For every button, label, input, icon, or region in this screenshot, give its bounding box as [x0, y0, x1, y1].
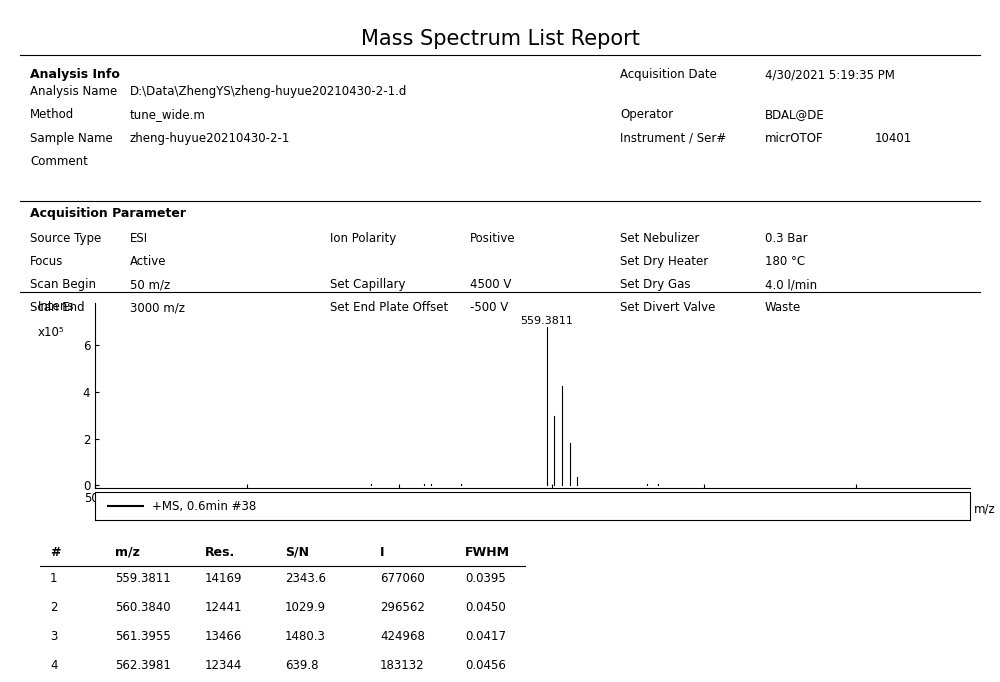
Text: Set Dry Heater: Set Dry Heater: [620, 255, 708, 268]
Text: 4.0 l/min: 4.0 l/min: [765, 278, 817, 291]
Text: D:\Data\ZhengYS\zheng-huyue20210430-2-1.d: D:\Data\ZhengYS\zheng-huyue20210430-2-1.…: [130, 85, 407, 98]
Text: Acquisition Date: Acquisition Date: [620, 68, 717, 81]
Text: S/N: S/N: [285, 546, 309, 559]
Text: 1: 1: [50, 572, 58, 584]
Text: -500 V: -500 V: [470, 301, 508, 314]
Text: 180 °C: 180 °C: [765, 255, 805, 268]
Text: 424968: 424968: [380, 630, 425, 643]
Text: Waste: Waste: [765, 301, 801, 314]
Text: Analysis Name: Analysis Name: [30, 85, 117, 98]
Text: Set Divert Valve: Set Divert Valve: [620, 301, 715, 314]
Text: Method: Method: [30, 108, 74, 121]
Text: 561.3955: 561.3955: [115, 630, 171, 643]
Text: 562.3981: 562.3981: [115, 659, 171, 672]
Text: x10⁵: x10⁵: [38, 325, 65, 338]
Text: 0.0417: 0.0417: [465, 630, 506, 643]
Text: Positive: Positive: [470, 232, 516, 245]
Text: Set Capillary: Set Capillary: [330, 278, 406, 291]
Text: Intens.: Intens.: [38, 300, 78, 313]
Text: 50 m/z: 50 m/z: [130, 278, 170, 291]
Text: Set End Plate Offset: Set End Plate Offset: [330, 301, 448, 314]
Text: 559.3811: 559.3811: [520, 316, 573, 325]
Text: ESI: ESI: [130, 232, 148, 245]
Text: Analysis Info: Analysis Info: [30, 68, 120, 81]
Text: #: #: [50, 546, 60, 559]
Text: 0.0456: 0.0456: [465, 659, 506, 672]
Text: 1480.3: 1480.3: [285, 630, 326, 643]
Text: 677060: 677060: [380, 572, 425, 584]
Text: micrOTOF: micrOTOF: [765, 132, 824, 145]
Text: 296562: 296562: [380, 601, 425, 614]
Text: Scan Begin: Scan Begin: [30, 278, 96, 291]
Text: 0.0395: 0.0395: [465, 572, 506, 584]
Text: Scan End: Scan End: [30, 301, 85, 314]
Text: Focus: Focus: [30, 255, 63, 268]
Text: Ion Polarity: Ion Polarity: [330, 232, 396, 245]
Text: 4/30/2021 5:19:35 PM: 4/30/2021 5:19:35 PM: [765, 68, 895, 81]
Text: Sample Name: Sample Name: [30, 132, 113, 145]
Text: 560.3840: 560.3840: [115, 601, 171, 614]
Text: 183132: 183132: [380, 659, 425, 672]
Text: 4500 V: 4500 V: [470, 278, 511, 291]
Text: Comment: Comment: [30, 155, 88, 168]
Text: Instrument / Ser#: Instrument / Ser#: [620, 132, 726, 145]
Text: 0.0450: 0.0450: [465, 601, 506, 614]
Text: 2: 2: [50, 601, 58, 614]
Text: 2343.6: 2343.6: [285, 572, 326, 584]
Text: Active: Active: [130, 255, 166, 268]
Text: I: I: [380, 546, 384, 559]
Text: Res.: Res.: [205, 546, 235, 559]
Text: 13466: 13466: [205, 630, 242, 643]
Text: 12344: 12344: [205, 659, 242, 672]
Text: BDAL@DE: BDAL@DE: [765, 108, 825, 121]
Text: FWHM: FWHM: [465, 546, 510, 559]
Text: 10401: 10401: [875, 132, 912, 145]
Text: Set Dry Gas: Set Dry Gas: [620, 278, 690, 291]
Text: Source Type: Source Type: [30, 232, 101, 245]
Text: 12441: 12441: [205, 601, 242, 614]
Text: +MS, 0.6min #38: +MS, 0.6min #38: [152, 499, 256, 513]
Text: Operator: Operator: [620, 108, 673, 121]
Text: 3: 3: [50, 630, 57, 643]
Text: zheng-huyue20210430-2-1: zheng-huyue20210430-2-1: [130, 132, 290, 145]
Text: Acquisition Parameter: Acquisition Parameter: [30, 207, 186, 220]
Text: m/z: m/z: [115, 546, 140, 559]
Text: 4: 4: [50, 659, 58, 672]
Text: 559.3811: 559.3811: [115, 572, 171, 584]
Text: 14169: 14169: [205, 572, 242, 584]
Text: Mass Spectrum List Report: Mass Spectrum List Report: [361, 29, 639, 48]
Text: m/z: m/z: [974, 503, 996, 516]
Text: 3000 m/z: 3000 m/z: [130, 301, 185, 314]
Text: 1029.9: 1029.9: [285, 601, 326, 614]
Text: 0.3 Bar: 0.3 Bar: [765, 232, 808, 245]
Text: 639.8: 639.8: [285, 659, 318, 672]
Text: Set Nebulizer: Set Nebulizer: [620, 232, 699, 245]
Text: tune_wide.m: tune_wide.m: [130, 108, 206, 121]
